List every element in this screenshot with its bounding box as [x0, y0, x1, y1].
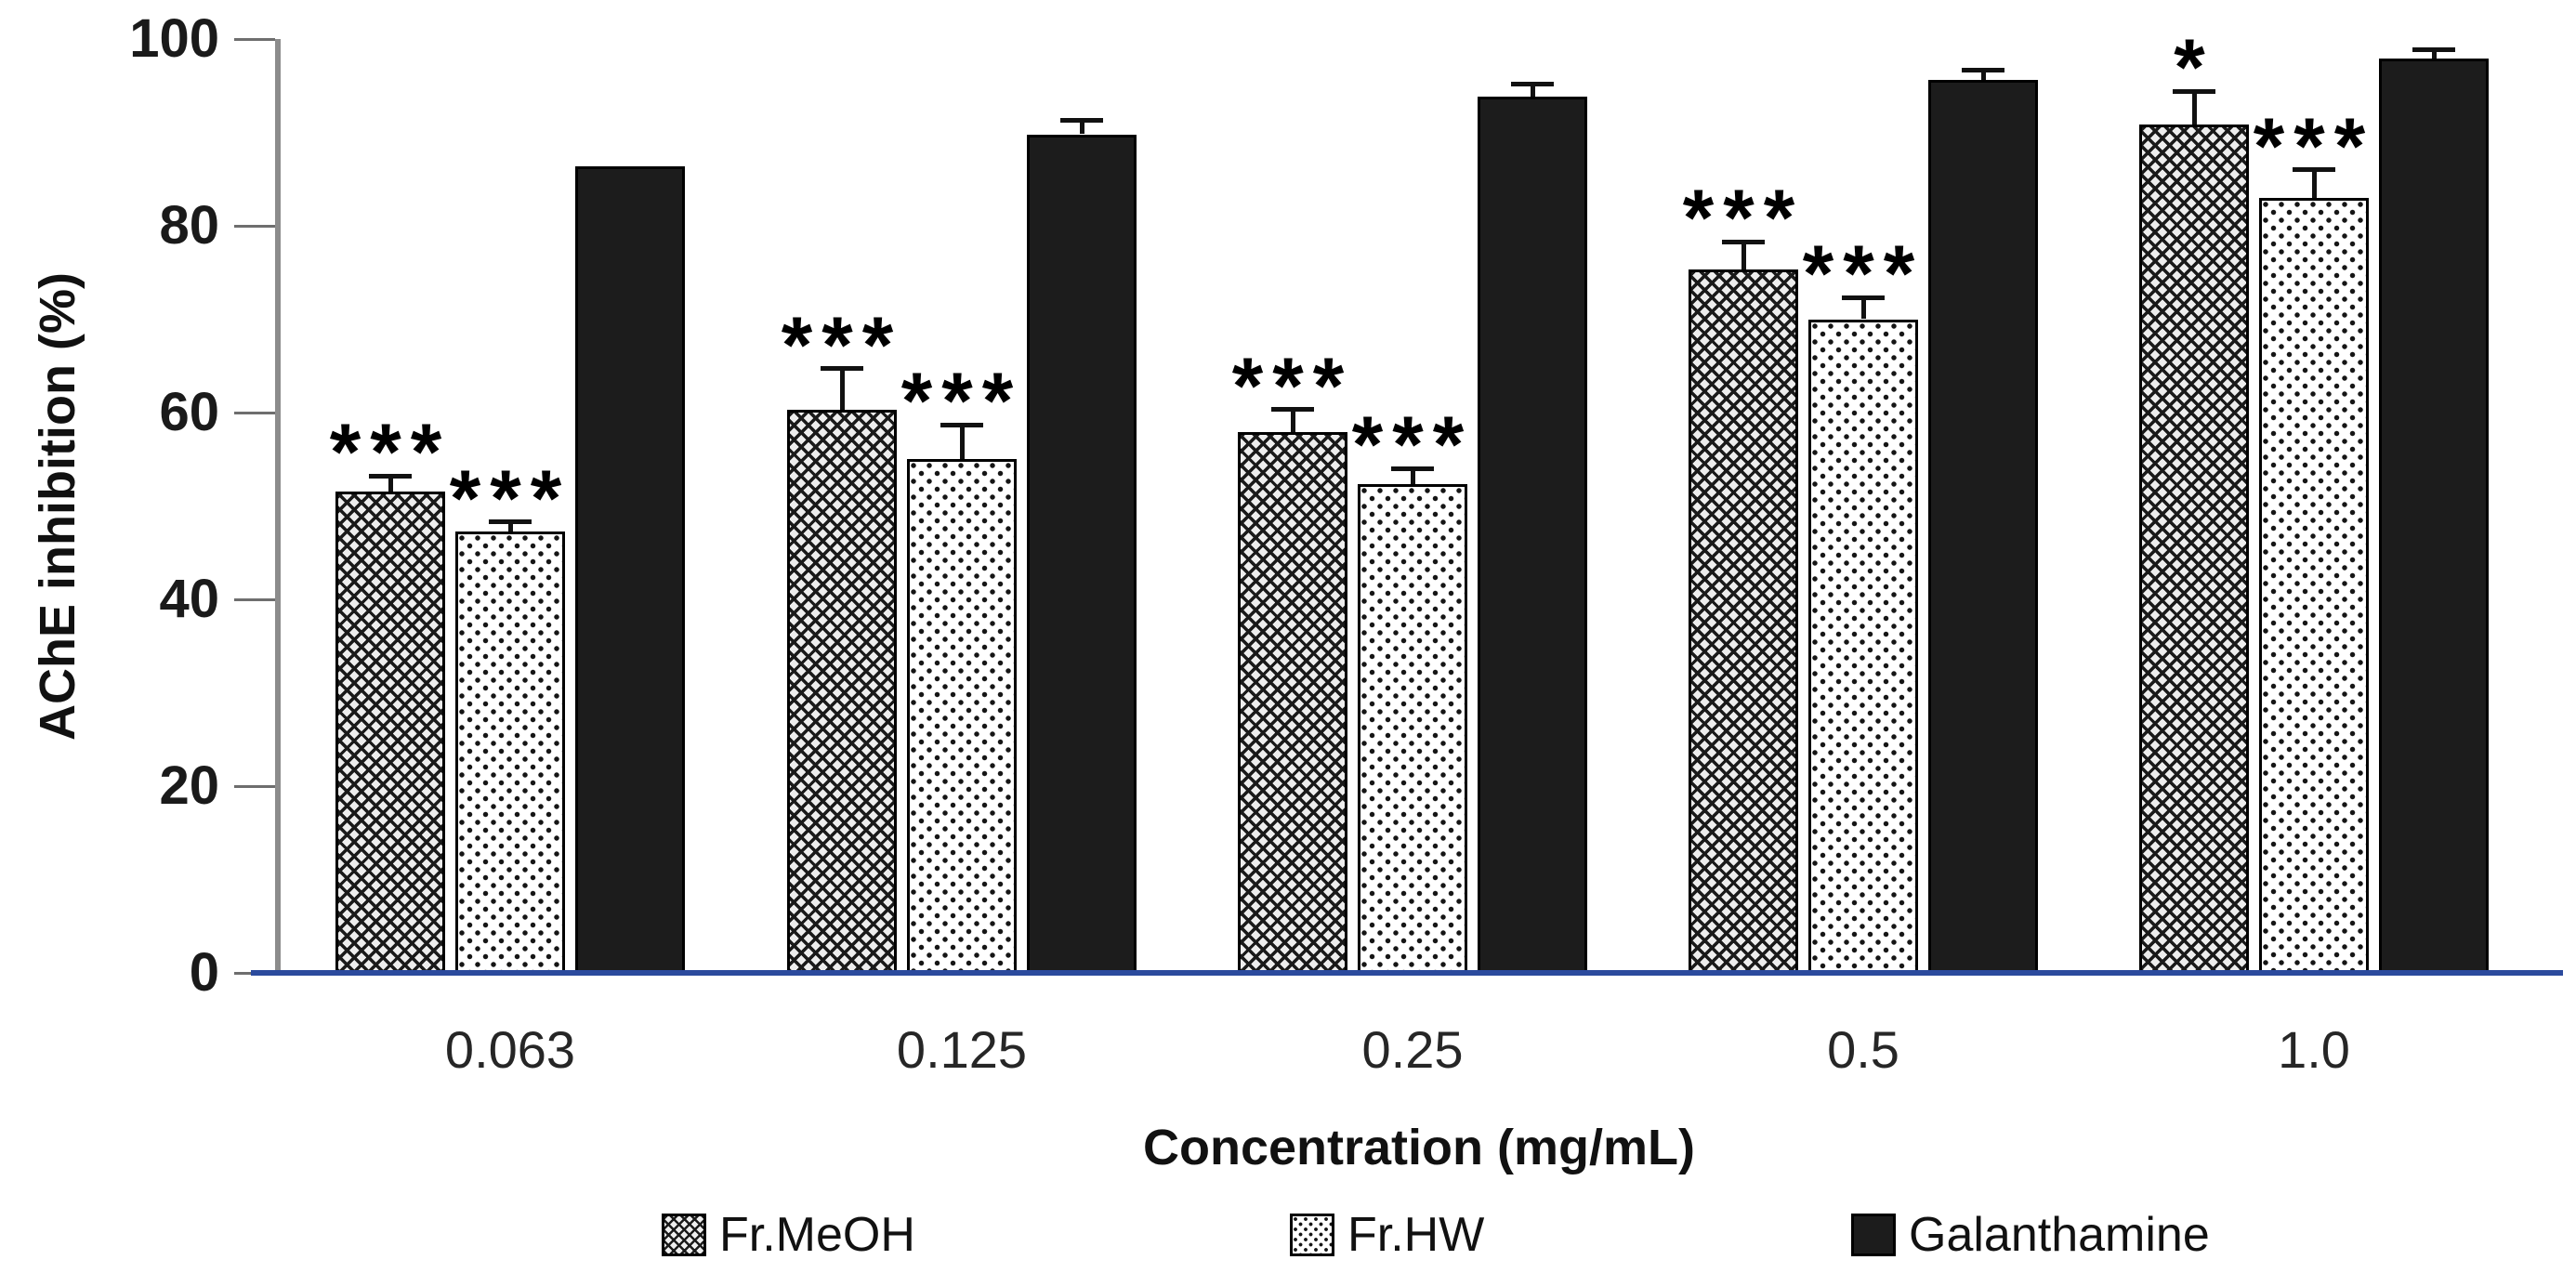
error-bar-cap [1511, 81, 1554, 86]
error-bar-stem [1860, 297, 1866, 320]
error-bar-stem [1530, 84, 1535, 98]
bar-fr-hw-1.0 [2259, 197, 2369, 976]
error-bar-cap [369, 473, 412, 479]
significance-stars: *** [1231, 341, 1354, 431]
error-bar-stem [1079, 120, 1084, 135]
legend-label: Fr.MeOH [719, 1208, 915, 1262]
x-tick-label: 0.25 [1361, 1020, 1464, 1079]
y-tick-label: 100 [129, 8, 219, 69]
legend-swatch-fr-hw [1290, 1214, 1334, 1256]
error-bar-cap [940, 422, 983, 427]
error-bar-stem [2431, 49, 2437, 59]
bar-galanthamine-0.063 [575, 165, 685, 976]
bar-fr-meoh-0.25 [1238, 432, 1347, 976]
y-axis-line [275, 39, 281, 973]
x-tick-label: 0.063 [444, 1020, 576, 1079]
x-axis-baseline [251, 970, 2563, 976]
error-bar-cap [489, 519, 532, 525]
bar-fr-hw-0.5 [1808, 319, 1918, 976]
legend-item-galanthamine: Galanthamine [1851, 1208, 2210, 1262]
error-bar-stem [1410, 468, 1415, 485]
bar-galanthamine-1.0 [2379, 59, 2489, 976]
significance-stars: *** [1802, 230, 1925, 320]
bar-fr-meoh-0.125 [787, 409, 897, 976]
legend-swatch-galanthamine [1851, 1214, 1896, 1256]
y-tick-label: 0 [189, 942, 219, 1003]
x-tick-label: 1.0 [2278, 1020, 2350, 1079]
error-bar-cap [1391, 466, 1434, 471]
bar-galanthamine-0.5 [1928, 80, 2038, 976]
x-tick-label: 0.5 [1827, 1020, 1899, 1079]
y-tick [234, 784, 275, 788]
error-bar-cap [2293, 167, 2335, 173]
y-tick [234, 597, 275, 601]
x-axis-title: Concentration (mg/mL) [1143, 1120, 1695, 1175]
y-tick [234, 224, 275, 228]
legend-label: Fr.HW [1347, 1208, 1485, 1262]
y-tick [234, 411, 275, 414]
bar-fr-hw-0.25 [1358, 484, 1467, 976]
error-bar-cap [1060, 117, 1103, 123]
bar-fr-meoh-1.0 [2139, 125, 2249, 976]
error-bar-stem [2191, 91, 2197, 125]
significance-stars: *** [1682, 174, 1805, 264]
bar-fr-hw-0.125 [907, 459, 1017, 976]
x-tick-label: 0.125 [896, 1020, 1028, 1079]
error-bar-cap [1962, 67, 2004, 72]
error-bar-stem [1741, 242, 1746, 270]
error-bar-stem [959, 425, 965, 460]
significance-stars: *** [781, 300, 903, 390]
bar-galanthamine-0.25 [1478, 97, 1587, 976]
significance-stars: * [2174, 23, 2215, 113]
error-bar-stem [1980, 70, 1986, 81]
significance-stars: *** [2253, 101, 2375, 191]
legend-item-fr-meoh: Fr.MeOH [662, 1208, 915, 1262]
legend-label: Galanthamine [1909, 1208, 2210, 1262]
y-tick-label: 80 [159, 195, 219, 256]
legend-item-fr-hw: Fr.HW [1290, 1208, 1485, 1262]
y-tick-label: 40 [159, 569, 219, 629]
error-bar-stem [2311, 169, 2317, 198]
error-bar-cap [1842, 295, 1885, 300]
bar-fr-meoh-0.063 [335, 492, 445, 976]
significance-stars: *** [449, 453, 572, 544]
error-bar-cap [2173, 88, 2215, 94]
y-tick [234, 37, 275, 41]
error-bar-cap [821, 366, 863, 372]
significance-stars: *** [900, 357, 1023, 447]
error-bar-cap [1722, 239, 1765, 244]
error-bar-stem [507, 521, 513, 532]
bar-galanthamine-0.125 [1027, 134, 1137, 976]
significance-stars: *** [1351, 400, 1474, 491]
significance-stars: *** [329, 408, 452, 498]
bar-fr-hw-0.063 [455, 531, 565, 976]
error-bar-cap [2412, 46, 2455, 52]
y-tick-label: 20 [159, 755, 219, 816]
bar-fr-meoh-0.5 [1689, 269, 1798, 976]
error-bar-cap [1271, 407, 1314, 413]
error-bar-stem [388, 476, 393, 492]
error-bar-stem [839, 368, 845, 410]
error-bar-stem [1290, 409, 1295, 433]
y-tick-label: 60 [159, 382, 219, 442]
legend-swatch-fr-meoh [662, 1214, 706, 1256]
